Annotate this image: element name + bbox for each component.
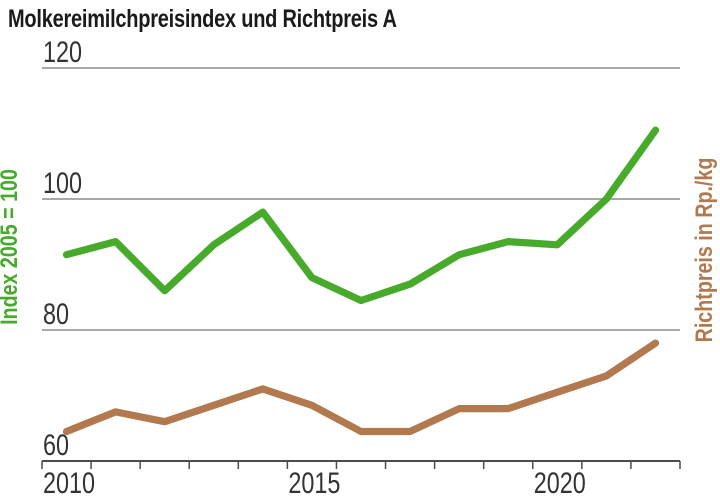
x-tick-label: 2020	[534, 466, 586, 496]
left-axis-title: Index 2005 = 100	[0, 169, 22, 325]
x-tick-label: 2015	[288, 466, 340, 496]
series-lines	[62, 126, 660, 436]
series-line-right	[62, 339, 660, 436]
x-tick-labels: 2010 2015 2020	[43, 466, 586, 496]
y-tick-label: 120	[43, 35, 82, 68]
x-tick-label: 2010	[43, 466, 95, 496]
y-tick-label: 80	[43, 297, 69, 330]
x-axis	[41, 460, 681, 469]
series-line-left	[62, 126, 660, 305]
chart-title: Molkereimilchpreisindex und Richtpreis A	[8, 5, 397, 33]
gridlines	[42, 67, 680, 331]
y-tick-label: 100	[43, 166, 82, 199]
right-axis-title: Richtpreis in Rp./kg	[690, 158, 717, 343]
